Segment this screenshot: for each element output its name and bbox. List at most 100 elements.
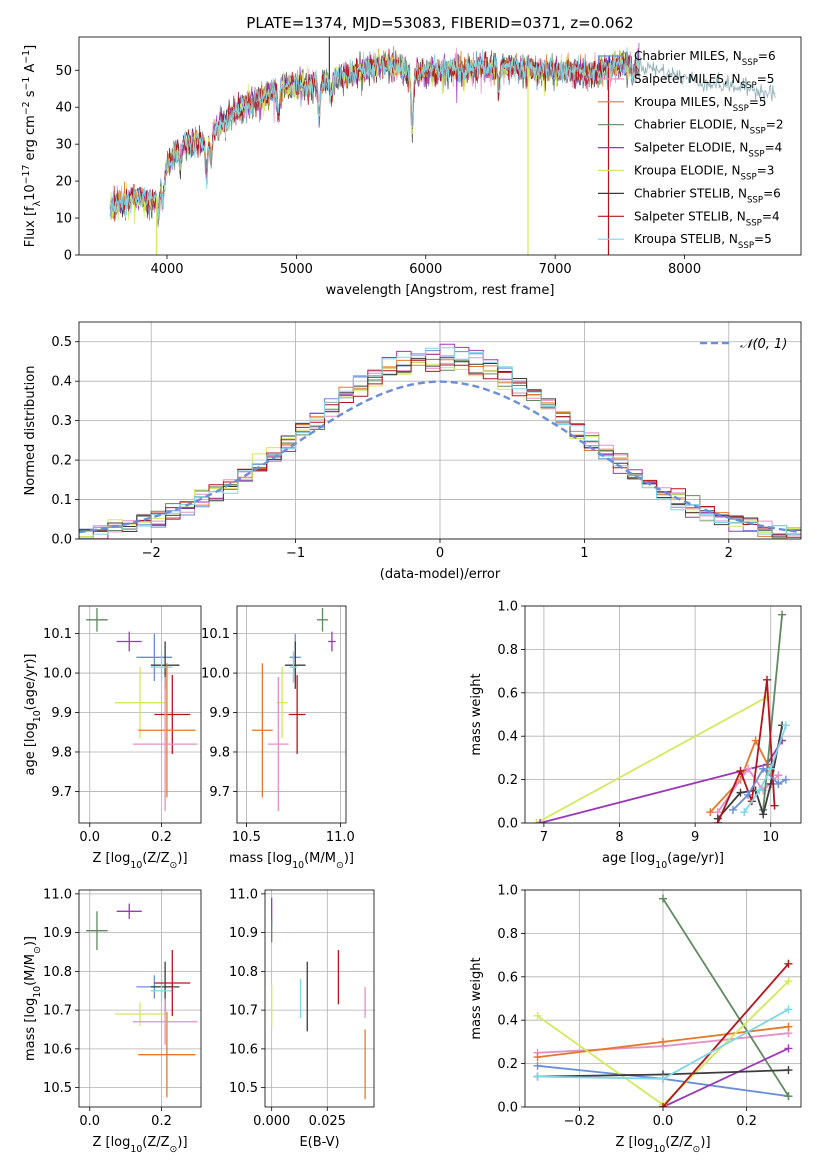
y-axis-label-part: −1 xyxy=(21,50,32,64)
weight-marker xyxy=(784,1066,793,1075)
y-axis-label-part: (M/M xyxy=(23,954,38,986)
weight-marker xyxy=(533,1053,542,1062)
model-extension-line xyxy=(638,56,776,103)
y-axis-label: mass weight xyxy=(469,957,484,1039)
x-tick-label: 0.2 xyxy=(736,1114,757,1129)
x-axis-label: Z [log10(Z/Z⊙)] xyxy=(92,851,187,871)
y-tick-label: 20 xyxy=(55,175,72,190)
legend-label: Kroupa STELIB, NSSP=5 xyxy=(634,232,772,251)
panel-weight-vs-Z: −0.2 0.0 0.2 0.0 0.2 0.4 0.6 0.8 1.0 Z [log10(Z/Z… xyxy=(469,884,802,1155)
y-tick-label: 0.1 xyxy=(51,493,72,508)
y-axis-label-part: age [log xyxy=(23,722,38,775)
x-tick-label: 4000 xyxy=(150,262,183,277)
y-tick-label: 10.1 xyxy=(43,627,72,642)
y-axis-label-part: A xyxy=(23,64,38,77)
errorbar-point xyxy=(138,1012,196,1098)
errorbar-point xyxy=(114,667,166,739)
legend-label-sub: SSP xyxy=(750,127,766,137)
x-axis-label-part: 10 xyxy=(130,1144,142,1155)
y-axis-label: mass [log10(M/M⊙)] xyxy=(23,936,43,1061)
plot-area xyxy=(532,610,790,823)
weight-marker xyxy=(744,764,753,773)
x-axis-label: wavelength [Angstrom, rest frame] xyxy=(326,283,555,298)
y-tick-label: 50 xyxy=(55,64,72,79)
legend-label: 𝒩(0, 1) xyxy=(740,337,787,352)
y-axis-label-part: Flux [f xyxy=(23,206,38,247)
x-tick-label: 10 xyxy=(762,830,779,845)
x-tick-label: 0.2 xyxy=(151,1114,172,1129)
x-axis-label-part: )] xyxy=(344,851,354,866)
y-tick-label: 10.9 xyxy=(229,926,258,941)
spectrum-line-7 xyxy=(109,48,640,222)
y-axis-label-part: erg cm xyxy=(23,115,38,164)
weight-marker xyxy=(784,1022,793,1031)
y-axis-label-part: ⊙ xyxy=(32,946,43,954)
y-tick-label: 10.7 xyxy=(43,1004,72,1019)
panels-container: 4000 5000 6000 7000 800001020304050wavelengt… xyxy=(21,36,802,1155)
weight-marker xyxy=(759,764,768,773)
weight-marker xyxy=(536,819,545,823)
y-tick-label: 0.4 xyxy=(497,1014,518,1029)
weight-marker xyxy=(774,779,783,788)
x-tick-label: 7 xyxy=(540,830,548,845)
weight-marker xyxy=(659,1103,667,1107)
panel-residuals: −2 −1 0 1 2 0.0 0.1 0.2 0.3 0.4 0.5 (data-model)/er… xyxy=(23,321,802,582)
residual-legend: 𝒩(0, 1) xyxy=(700,337,787,352)
x-tick-label: −2 xyxy=(142,546,161,561)
legend-label-count: =3 xyxy=(757,164,775,178)
legend-label-name: Chabrier MILES, N xyxy=(634,49,742,63)
errorbar-point xyxy=(86,607,108,632)
x-axis-label-part: ⊙ xyxy=(170,860,178,871)
y-tick-label: 9.8 xyxy=(51,745,72,760)
weight-marker xyxy=(774,771,783,780)
weight-marker xyxy=(778,610,787,619)
weight-marker xyxy=(736,788,745,797)
errorbar-point xyxy=(288,675,306,754)
y-tick-label: 9.7 xyxy=(51,785,72,800)
y-axis-label: mass weight xyxy=(469,673,484,755)
weight-marker xyxy=(766,764,775,773)
axes-frame xyxy=(78,36,802,256)
legend-label-name: Kroupa STELIB, N xyxy=(634,232,738,246)
legend-label-sub: SSP xyxy=(738,241,754,251)
x-tick-label: 10.5 xyxy=(232,830,261,845)
x-axis-label: E(B-V) xyxy=(299,1135,339,1150)
x-axis-label-part: (M/M xyxy=(304,851,336,866)
weight-marker xyxy=(740,808,749,817)
errorbar-point xyxy=(154,675,191,754)
y-tick-label: 10.7 xyxy=(229,1004,258,1019)
weight-marker xyxy=(533,1011,542,1020)
y-axis-label-part: mass [log xyxy=(23,998,38,1061)
weight-marker xyxy=(784,1044,793,1053)
y-tick-label: 0.3 xyxy=(51,414,72,429)
y-tick-label: 0.0 xyxy=(51,533,72,548)
errorbar-point xyxy=(289,651,298,683)
errorbar-point xyxy=(138,663,196,798)
y-axis-label-part: s xyxy=(23,90,38,101)
y-tick-label: 10.5 xyxy=(229,1081,258,1096)
x-axis-label-part: mass [log xyxy=(229,851,292,866)
x-tick-label: 5000 xyxy=(280,262,313,277)
y-tick-label: 11.0 xyxy=(43,887,72,902)
weight-marker xyxy=(781,775,790,784)
x-tick-label: 8000 xyxy=(668,262,701,277)
y-tick-label: 10.0 xyxy=(201,667,230,682)
legend-label-count: =4 xyxy=(765,141,783,155)
x-axis-label-part: 10 xyxy=(655,860,667,871)
weight-marker xyxy=(713,819,722,823)
x-tick-label: 0.0 xyxy=(79,830,100,845)
errorbar-point xyxy=(132,677,198,812)
x-tick-label: −0.2 xyxy=(564,1114,596,1129)
legend-label-count: =5 xyxy=(749,95,767,109)
x-axis-label: Z [log10(Z/Z⊙)] xyxy=(92,1135,187,1155)
legend-label-sub: SSP xyxy=(747,195,763,205)
y-axis-label-part: 10 xyxy=(32,986,43,998)
errorbar-point xyxy=(284,641,306,689)
legend-label-count: =4 xyxy=(762,209,780,223)
x-tick-label: 0.025 xyxy=(309,1114,346,1129)
weight-marker xyxy=(751,736,760,745)
x-axis-label-part: age [log xyxy=(602,851,655,866)
x-tick-label: 0.2 xyxy=(151,830,172,845)
y-tick-label: 10.9 xyxy=(43,926,72,941)
